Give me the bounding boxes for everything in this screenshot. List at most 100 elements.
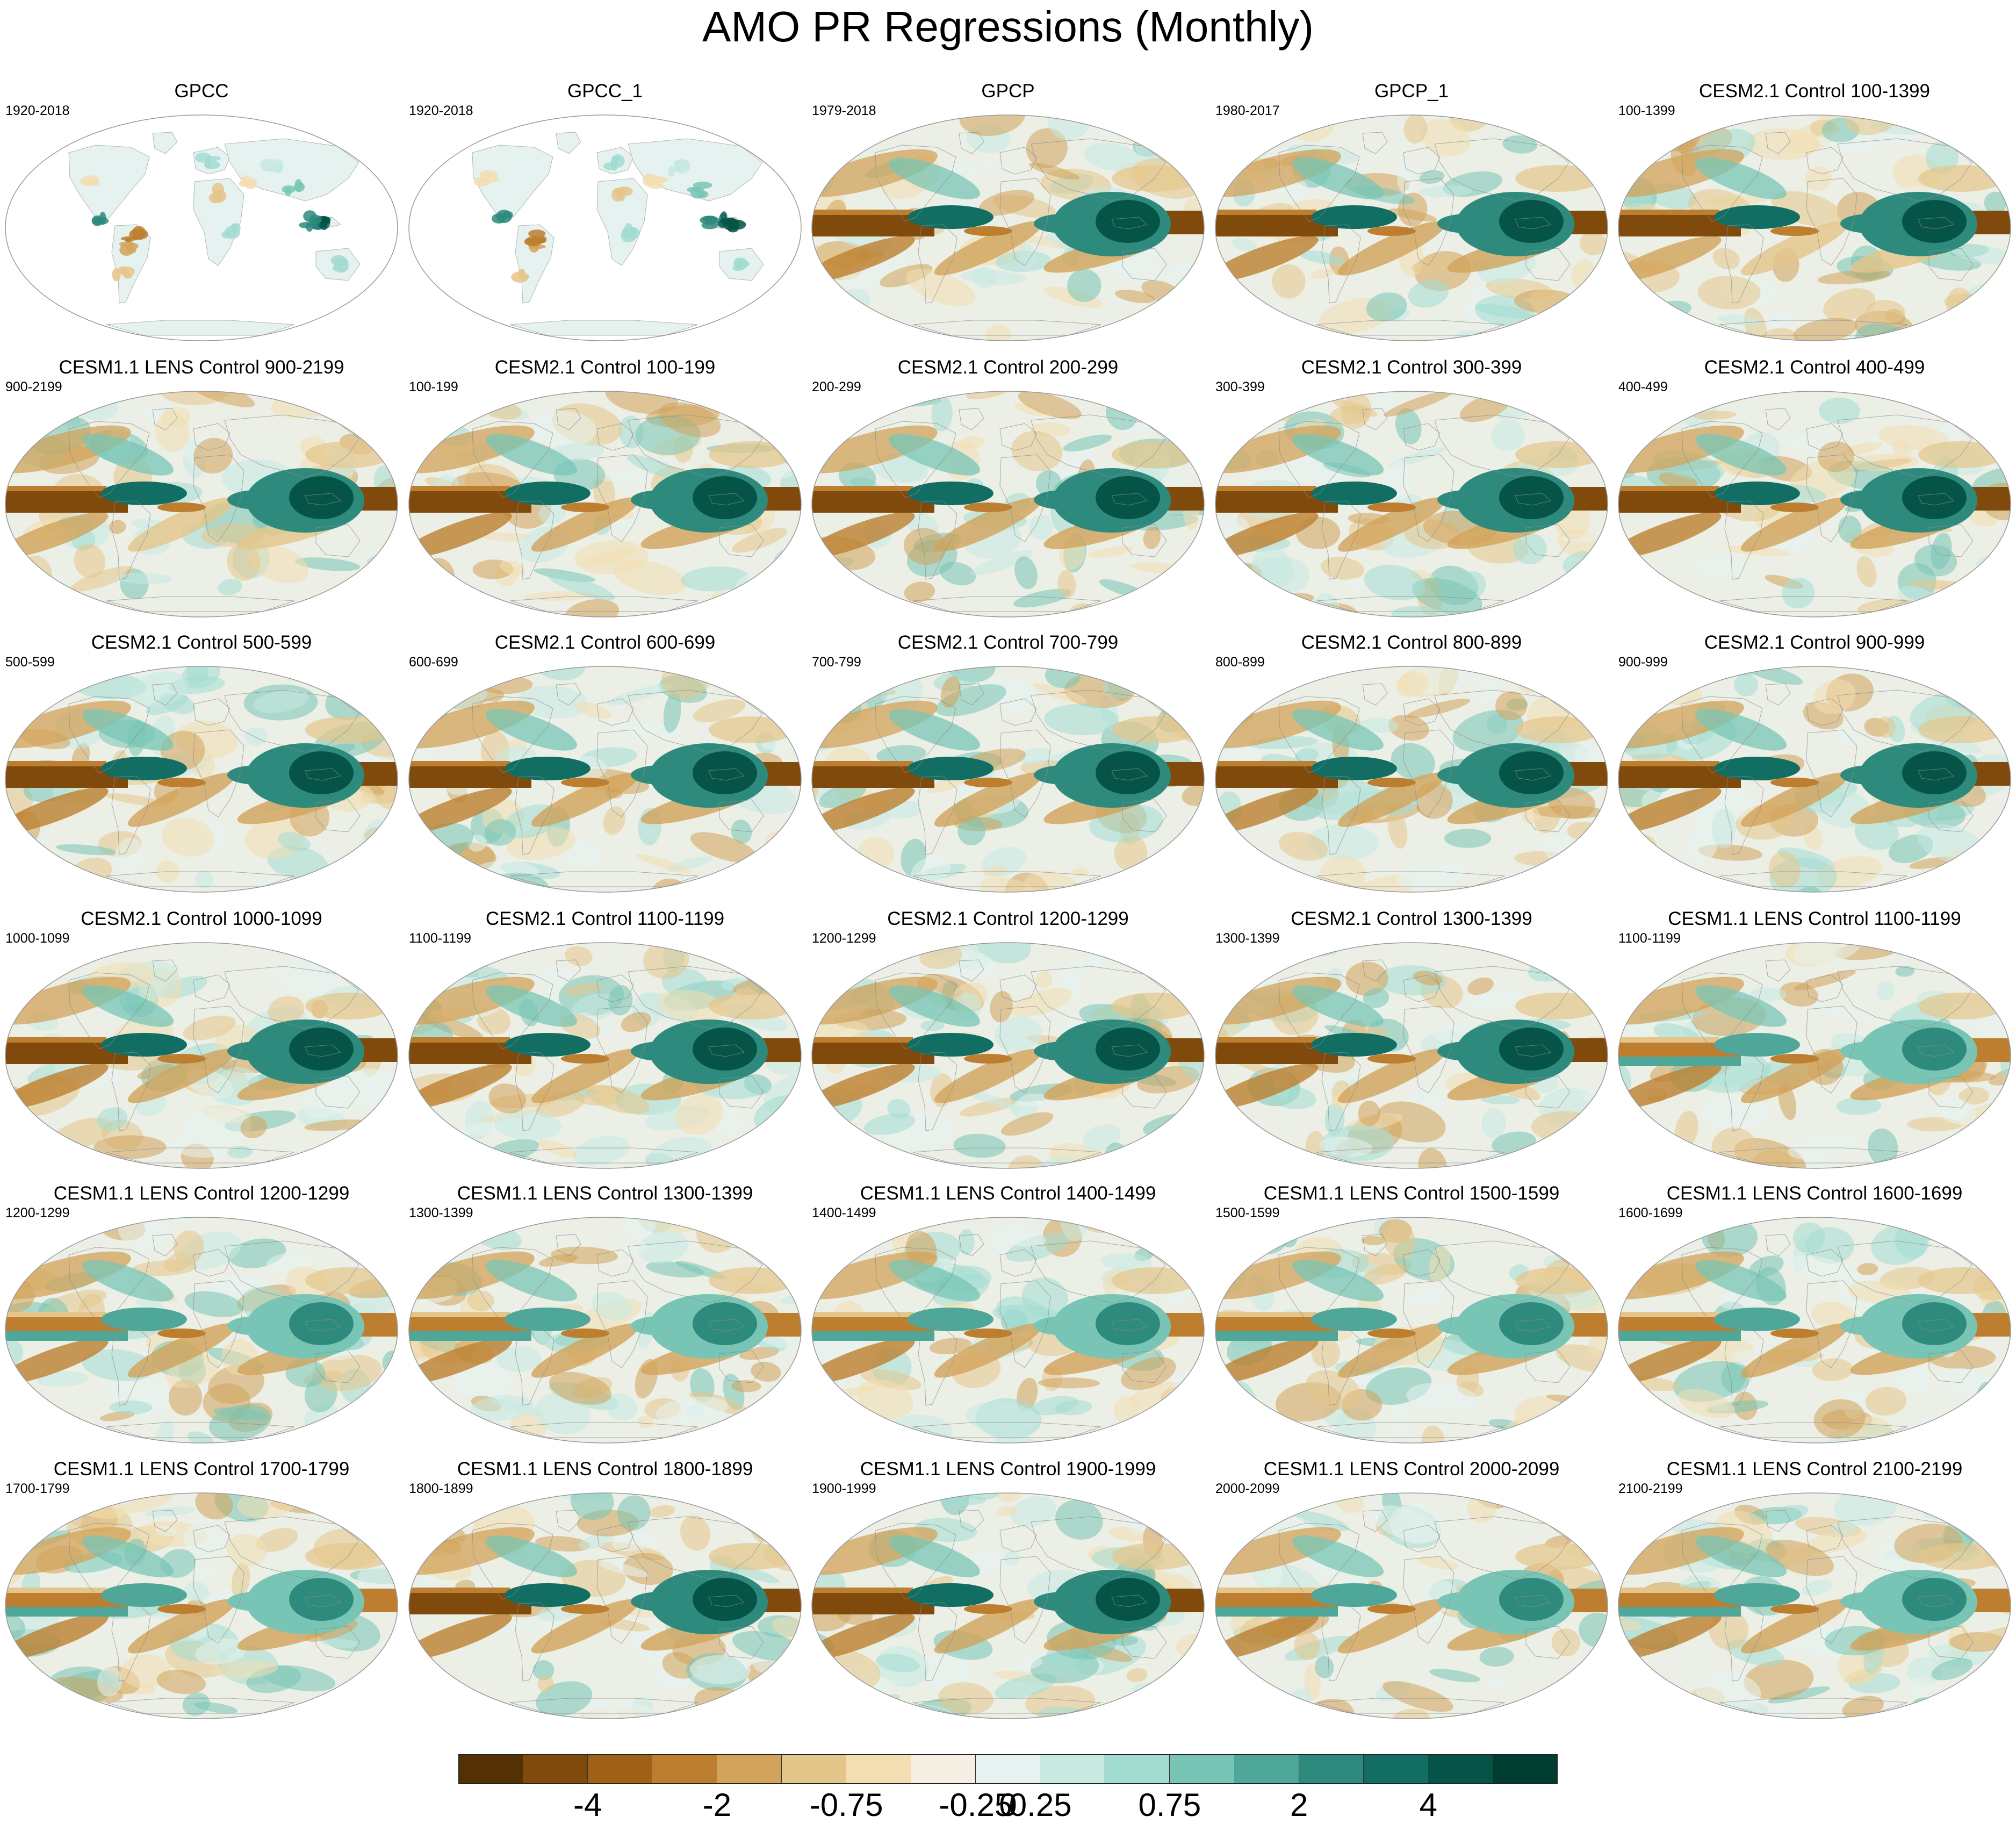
panel-period: 1980-2017 <box>1215 103 1280 118</box>
panel-title: CESM2.1 Control 400-499 <box>1704 357 1925 378</box>
map-panel: GPCP_1 1980-2017 <box>1210 81 1613 349</box>
panel-title: CESM1.1 LENS Control 1600-1699 <box>1666 1183 1963 1204</box>
panel-period: 500-599 <box>5 655 55 670</box>
world-map <box>1215 391 1608 617</box>
colorbar-tick-label: 2 <box>1290 1787 1308 1823</box>
colorbar-box <box>1040 1754 1106 1784</box>
panel-title: CESM2.1 Control 100-199 <box>494 357 716 378</box>
panel-period: 700-799 <box>812 655 861 670</box>
colorbar-box <box>652 1754 717 1784</box>
colorbar-tick-label: 4 <box>1419 1787 1437 1823</box>
map-panel: CESM1.1 LENS Control 1700-1799 1700-1799 <box>0 1459 403 1727</box>
world-map <box>1618 391 2011 617</box>
map-panel: CESM2.1 Control 1200-1299 1200-1299 <box>807 908 1209 1177</box>
panel-title: CESM2.1 Control 300-399 <box>1301 357 1522 378</box>
panel-period: 1920-2018 <box>409 103 473 118</box>
panel-title: CESM1.1 LENS Control 1300-1399 <box>457 1183 753 1204</box>
world-map <box>1215 114 1608 341</box>
map-panel: CESM2.1 Control 200-299 200-299 <box>807 357 1209 626</box>
panel-title: GPCP_1 <box>1374 81 1449 102</box>
map-panel: CESM1.1 LENS Control 1100-1199 1100-1199 <box>1613 908 2016 1177</box>
map-panel: CESM2.1 Control 400-499 400-499 <box>1613 357 2016 626</box>
colorbar-tick-label: -0.75 <box>809 1787 883 1823</box>
panel-period: 1200-1299 <box>5 1205 70 1220</box>
world-map <box>408 942 802 1169</box>
panel-period: 1400-1499 <box>812 1205 876 1220</box>
map-panel: CESM1.1 LENS Control 1400-1499 1400-1499 <box>807 1183 1209 1452</box>
map-panel: CESM1.1 LENS Control 2100-2199 2100-2199 <box>1613 1459 2016 1727</box>
panel-title: CESM1.1 LENS Control 900-2199 <box>59 357 344 378</box>
panel-title: CESM1.1 LENS Control 2000-2099 <box>1263 1459 1560 1480</box>
world-map <box>811 942 1205 1169</box>
colorbar <box>458 1754 1558 1784</box>
panel-title: CESM2.1 Control 1000-1099 <box>81 908 322 929</box>
panel-title: CESM2.1 Control 1100-1199 <box>485 908 725 929</box>
panel-period: 400-499 <box>1618 379 1668 394</box>
colorbar-box <box>975 1754 1041 1784</box>
colorbar-box <box>1428 1754 1494 1784</box>
colorbar-box <box>846 1754 911 1784</box>
world-map <box>408 666 802 893</box>
colorbar-tick-label: 0 <box>999 1787 1017 1823</box>
panel-title: CESM1.1 LENS Control 1100-1199 <box>1668 908 1961 929</box>
colorbar-box <box>1105 1754 1170 1784</box>
panel-title: CESM2.1 Control 600-699 <box>494 632 716 653</box>
world-map <box>408 1217 802 1444</box>
world-map <box>1618 666 2011 893</box>
panel-period: 600-699 <box>409 655 458 670</box>
panel-period: 1979-2018 <box>812 103 876 118</box>
map-panel: CESM1.1 LENS Control 1300-1399 1300-1399 <box>404 1183 807 1452</box>
map-panel: CESM2.1 Control 1300-1399 1300-1399 <box>1210 908 1613 1177</box>
colorbar-box <box>458 1754 523 1784</box>
panel-period: 900-999 <box>1618 655 1668 670</box>
map-panel: GPCC 1920-2018 <box>0 81 403 349</box>
map-panel: CESM2.1 Control 500-599 500-599 <box>0 632 403 901</box>
colorbar-box <box>1169 1754 1235 1784</box>
panel-period: 100-1399 <box>1618 103 1675 118</box>
map-panel: CESM1.1 LENS Control 1500-1599 1500-1599 <box>1210 1183 1613 1452</box>
panel-title: CESM1.1 LENS Control 1500-1599 <box>1263 1183 1560 1204</box>
panel-period: 1900-1999 <box>812 1481 876 1496</box>
world-map <box>811 1217 1205 1444</box>
map-panel: CESM2.1 Control 700-799 700-799 <box>807 632 1209 901</box>
panel-period: 1600-1699 <box>1618 1205 1683 1220</box>
colorbar-tick-label: -2 <box>702 1787 732 1823</box>
world-map <box>1215 666 1608 893</box>
map-panel: CESM1.1 LENS Control 1800-1899 1800-1899 <box>404 1459 807 1727</box>
panel-period: 100-199 <box>409 379 458 394</box>
map-panel: CESM2.1 Control 1000-1099 1000-1099 <box>0 908 403 1177</box>
panel-title: CESM2.1 Control 500-599 <box>91 632 312 653</box>
map-panel: CESM2.1 Control 100-199 100-199 <box>404 357 807 626</box>
world-map <box>1215 942 1608 1169</box>
world-map <box>5 942 398 1169</box>
panel-title: CESM2.1 Control 1200-1299 <box>887 908 1129 929</box>
map-panel: CESM1.1 LENS Control 1900-1999 1900-1999 <box>807 1459 1209 1727</box>
world-map <box>1618 1492 2011 1719</box>
panel-title: CESM1.1 LENS Control 1400-1499 <box>860 1183 1156 1204</box>
panel-title: CESM1.1 LENS Control 1200-1299 <box>53 1183 350 1204</box>
panel-period: 1300-1399 <box>1215 931 1280 946</box>
colorbar-box <box>1493 1754 1558 1784</box>
world-map <box>5 1492 398 1719</box>
map-panel: CESM2.1 Control 100-1399 100-1399 <box>1613 81 2016 349</box>
panel-period: 300-399 <box>1215 379 1265 394</box>
panel-period: 2000-2099 <box>1215 1481 1280 1496</box>
figure-title: AMO PR Regressions (Monthly) <box>702 3 1314 51</box>
panel-title: CESM2.1 Control 1300-1399 <box>1291 908 1532 929</box>
colorbar-tick-label: -4 <box>573 1787 602 1823</box>
world-map <box>5 391 398 617</box>
world-map <box>408 114 802 341</box>
world-map <box>408 1492 802 1719</box>
world-map <box>811 666 1205 893</box>
map-panel: CESM1.1 LENS Control 2000-2099 2000-2099 <box>1210 1459 1613 1727</box>
map-panel: CESM2.1 Control 600-699 600-699 <box>404 632 807 901</box>
colorbar-box <box>911 1754 976 1784</box>
panel-period: 200-299 <box>812 379 861 394</box>
map-panel: CESM2.1 Control 800-899 800-899 <box>1210 632 1613 901</box>
map-panel: CESM2.1 Control 900-999 900-999 <box>1613 632 2016 901</box>
panel-period: 1100-1199 <box>1618 931 1681 946</box>
map-panel: GPCP 1979-2018 <box>807 81 1209 349</box>
panel-period: 1800-1899 <box>409 1481 473 1496</box>
panel-title: CESM2.1 Control 200-299 <box>897 357 1119 378</box>
